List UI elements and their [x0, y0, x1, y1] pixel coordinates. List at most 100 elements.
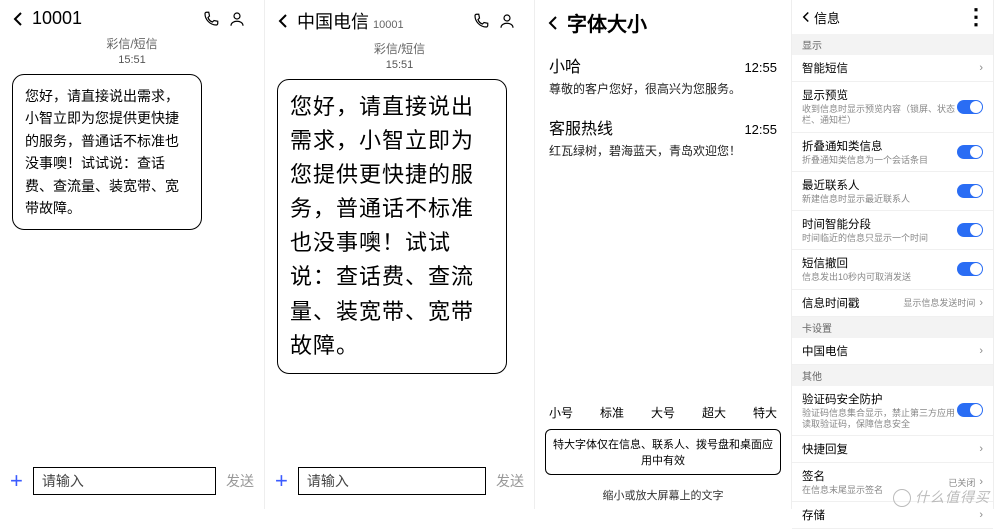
- settings-row-desc: 新建信息时显示最近联系人: [802, 194, 957, 205]
- settings-row-title: 智能短信: [802, 60, 979, 76]
- back-icon[interactable]: [275, 13, 297, 29]
- settings-row-title: 短信撤回: [802, 255, 957, 271]
- font-size-option[interactable]: 大号: [651, 404, 675, 421]
- settings-value: 显示信息发送时间: [903, 296, 975, 309]
- header: 字体大小: [535, 0, 791, 43]
- settings-row-desc: 验证码信息集合显示，禁止第三方应用读取验证码，保障信息安全: [802, 408, 957, 431]
- back-icon[interactable]: [10, 11, 32, 27]
- header: 信息 ⋮: [792, 0, 993, 34]
- chevron-right-icon: ›: [979, 345, 983, 357]
- attach-icon[interactable]: +: [275, 468, 288, 494]
- sms-panel-large: 中国电信 10001 彩信/短信 15:51 您好，请直接说出需求，小智立即为您…: [265, 0, 535, 509]
- section-display: 显示: [792, 34, 993, 55]
- settings-row-timeseg[interactable]: 时间智能分段时间临近的信息只显示一个时间: [792, 211, 993, 250]
- chevron-right-icon: ›: [979, 62, 983, 74]
- sms-panel-small: 10001 彩信/短信 15:51 您好，请直接说出需求，小智立即为您提供更快捷…: [0, 0, 265, 509]
- chat-title: 中国电信 10001: [297, 8, 472, 34]
- chevron-right-icon: ›: [979, 297, 983, 309]
- section-other: 其他: [792, 365, 993, 386]
- contact-icon[interactable]: [498, 12, 524, 30]
- conversation-time: 12:55: [744, 122, 777, 137]
- toggle-switch[interactable]: [957, 100, 983, 114]
- settings-row-title: 签名: [802, 468, 948, 484]
- settings-row-title: 最近联系人: [802, 177, 957, 193]
- settings-row-smart[interactable]: 智能短信›: [792, 55, 993, 82]
- toggle-switch[interactable]: [957, 403, 983, 417]
- conversation-preview: 尊敬的客户您好，很高兴为您服务。: [549, 80, 777, 97]
- conversation-item[interactable]: 客服热线 12:55 红瓦绿树，碧海蓝天，青岛欢迎您！: [535, 105, 791, 167]
- conversation-item[interactable]: 小哈 12:55 尊敬的客户您好，很高兴为您服务。: [535, 43, 791, 105]
- settings-row-sign[interactable]: 签名在信息末尾显示签名已关闭 ›: [792, 463, 993, 502]
- settings-row-timestamp[interactable]: 信息时间戳显示信息发送时间 ›: [792, 290, 993, 317]
- message-bubble: 您好，请直接说出需求，小智立即为您提供更快捷的服务，普通话不标准也没事噢！试试说…: [12, 74, 202, 230]
- send-button[interactable]: 发送: [226, 471, 254, 491]
- font-size-option[interactable]: 小号: [549, 404, 573, 421]
- settings-row-verify[interactable]: 验证码安全防护验证码信息集合显示，禁止第三方应用读取验证码，保障信息安全: [792, 386, 993, 437]
- settings-row-title: 中国电信: [802, 343, 979, 359]
- conversation-time: 12:55: [744, 60, 777, 75]
- settings-row-telecom[interactable]: 中国电信›: [792, 338, 993, 365]
- conversation-name: 小哈: [549, 53, 581, 77]
- toggle-switch[interactable]: [957, 262, 983, 276]
- settings-row-save[interactable]: 存储›: [792, 502, 993, 529]
- font-size-caption: 缩小或放大屏幕上的文字: [535, 483, 791, 509]
- message-bubble: 您好，请直接说出需求，小智立即为您提供更快捷的服务，普通话不标准也没事噢！试试说…: [277, 79, 507, 374]
- chevron-right-icon: ›: [979, 509, 983, 521]
- settings-row-title: 验证码安全防护: [802, 391, 957, 407]
- settings-row-title: 存储: [802, 507, 979, 523]
- chat-title-main: 中国电信: [297, 8, 369, 34]
- settings-row-preview[interactable]: 显示预览收到信息时显示预览内容（锁屏、状态栏、通知栏）: [792, 82, 993, 133]
- toggle-switch[interactable]: [957, 184, 983, 198]
- settings-row-title: 信息时间戳: [802, 295, 903, 311]
- toggle-switch[interactable]: [957, 223, 983, 237]
- message-time: 15:51: [265, 59, 534, 71]
- mms-label: 彩信/短信: [0, 35, 264, 52]
- font-size-option[interactable]: 标准: [600, 404, 624, 421]
- chevron-right-icon: ›: [979, 443, 983, 455]
- chat-title: 10001: [32, 8, 202, 29]
- settings-row-title: 快捷回复: [802, 441, 979, 457]
- settings-row-recent[interactable]: 最近联系人新建信息时显示最近联系人: [792, 172, 993, 211]
- settings-row-title: 折叠通知类信息: [802, 138, 957, 154]
- input-bar: + 请输入 发送: [265, 459, 534, 509]
- font-size-option[interactable]: 超大: [702, 404, 726, 421]
- more-icon[interactable]: ⋮: [965, 4, 985, 30]
- settings-row-desc: 信息发出10秒内可取消发送: [802, 272, 957, 283]
- phone-icon[interactable]: [202, 10, 228, 28]
- chat-title-sub: 10001: [373, 19, 404, 31]
- mms-label: 彩信/短信: [265, 40, 534, 57]
- message-row: 您好，请直接说出需求，小智立即为您提供更快捷的服务，普通话不标准也没事噢！试试说…: [265, 71, 534, 382]
- settings-row-recall[interactable]: 短信撤回信息发出10秒内可取消发送: [792, 250, 993, 289]
- phone-icon[interactable]: [472, 12, 498, 30]
- message-input[interactable]: 请输入: [298, 467, 486, 495]
- settings-row-desc: 收到信息时显示预览内容（锁屏、状态栏、通知栏）: [802, 104, 957, 127]
- input-bar: + 请输入 发送: [0, 459, 264, 509]
- settings-panel: 信息 ⋮ 显示 智能短信›显示预览收到信息时显示预览内容（锁屏、状态栏、通知栏）…: [792, 0, 994, 509]
- settings-row-title: 时间智能分段: [802, 216, 957, 232]
- contact-icon[interactable]: [228, 10, 254, 28]
- message-row: 您好，请直接说出需求，小智立即为您提供更快捷的服务，普通话不标准也没事噢！试试说…: [0, 66, 264, 238]
- chevron-right-icon: ›: [979, 476, 983, 488]
- send-button[interactable]: 发送: [496, 471, 524, 491]
- settings-row-fold[interactable]: 折叠通知类信息折叠通知类信息为一个会话条目: [792, 133, 993, 172]
- section-card: 卡设置: [792, 317, 993, 338]
- settings-row-desc: 在信息末尾显示签名: [802, 485, 948, 496]
- page-title: 信息: [814, 8, 965, 27]
- message-input[interactable]: 请输入: [33, 467, 216, 495]
- back-icon[interactable]: [800, 11, 814, 23]
- toggle-switch[interactable]: [957, 145, 983, 159]
- settings-row-desc: 时间临近的信息只显示一个时间: [802, 233, 957, 244]
- font-size-scale[interactable]: 小号 标准 大号 超大 特大: [535, 404, 791, 421]
- attach-icon[interactable]: +: [10, 468, 23, 494]
- back-icon[interactable]: [545, 15, 567, 31]
- settings-row-desc: 折叠通知类信息为一个会话条目: [802, 155, 957, 166]
- settings-row-title: 显示预览: [802, 87, 957, 103]
- settings-value: 已关闭: [948, 476, 975, 489]
- font-size-option[interactable]: 特大: [753, 404, 777, 421]
- conversation-preview: 红瓦绿树，碧海蓝天，青岛欢迎您！: [549, 142, 777, 159]
- page-title: 字体大小: [567, 8, 781, 37]
- header: 中国电信 10001: [265, 0, 534, 40]
- font-size-note: 特大字体仅在信息、联系人、拨号盘和桌面应用中有效: [545, 429, 781, 475]
- conversation-name: 客服热线: [549, 115, 613, 139]
- settings-row-quick[interactable]: 快捷回复›: [792, 436, 993, 463]
